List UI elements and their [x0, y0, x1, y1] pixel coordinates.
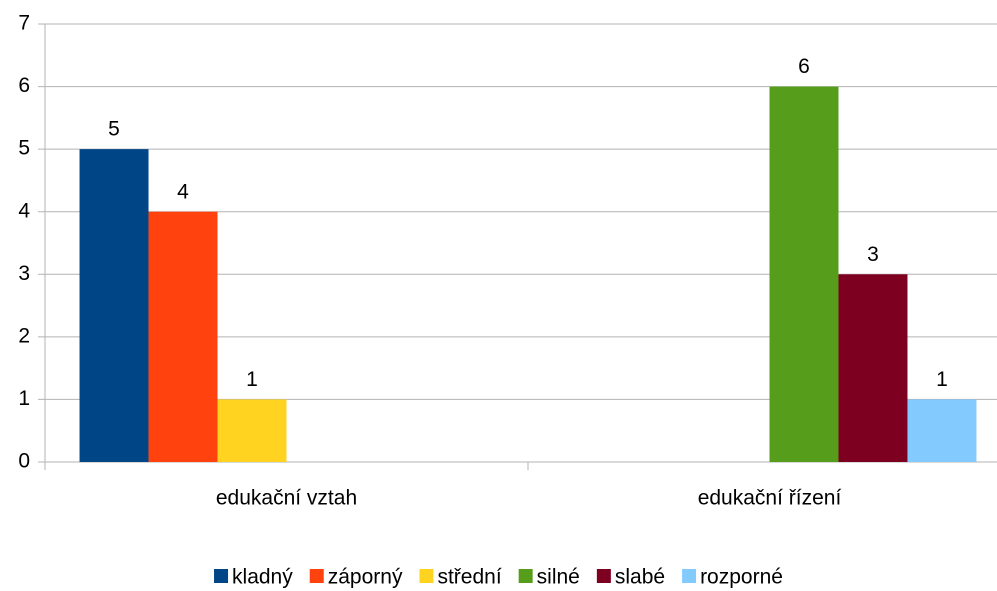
legend-swatch [682, 569, 697, 583]
legend-swatch [419, 569, 434, 583]
legend-swatch [596, 569, 611, 583]
bar [217, 399, 287, 462]
data-label: 1 [936, 368, 948, 391]
data-label: 3 [867, 243, 879, 266]
bar [838, 274, 908, 462]
y-tick-label: 0 [18, 450, 30, 473]
legend-label: rozporné [700, 566, 783, 589]
legend-swatch [214, 569, 229, 583]
y-tick-label: 6 [18, 74, 30, 97]
data-label: 5 [108, 118, 120, 141]
legend-label: kladný [232, 566, 293, 589]
bar [769, 86, 839, 463]
legend-label: střední [437, 566, 501, 589]
legend-label: slabé [615, 566, 665, 589]
x-tick-label: edukační řízení [698, 487, 842, 510]
bar [79, 149, 149, 462]
legend-label: silné [537, 566, 580, 589]
data-label: 6 [798, 55, 810, 78]
y-tick-label: 5 [18, 137, 30, 160]
y-tick-label: 3 [18, 262, 30, 285]
legend-swatch [309, 569, 324, 583]
bar [148, 211, 218, 462]
data-label: 4 [177, 180, 189, 203]
y-tick-label: 1 [18, 387, 30, 410]
legend-swatch [518, 569, 533, 583]
data-label: 1 [246, 368, 258, 391]
bar [907, 399, 977, 462]
y-tick-label: 4 [18, 199, 30, 222]
x-tick-label: edukační vztah [216, 487, 357, 510]
y-tick-label: 7 [18, 12, 30, 35]
y-tick-label: 2 [18, 324, 30, 347]
legend-label: záporný [328, 566, 403, 589]
